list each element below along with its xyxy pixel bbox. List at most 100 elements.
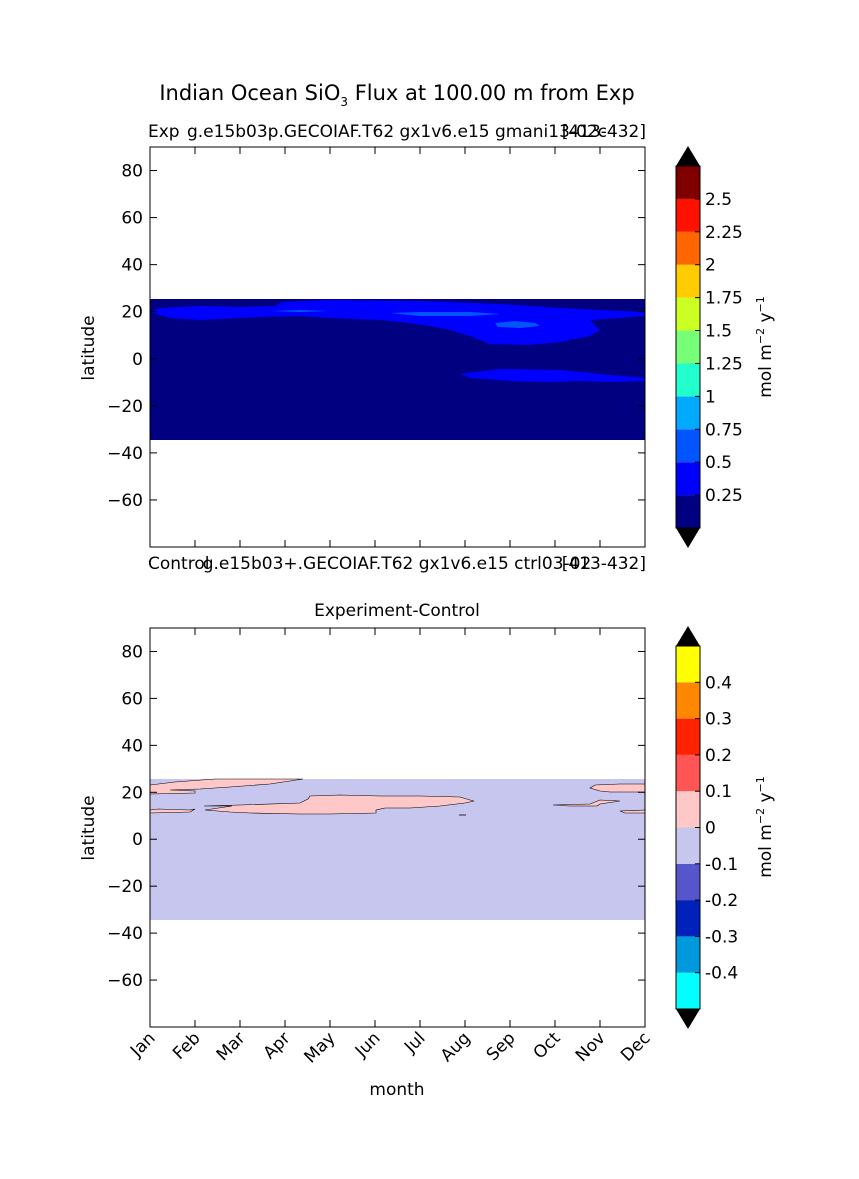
colorbar-swatch-8 xyxy=(676,682,700,719)
difference-panel: Experiment-Control Jan Feb Mar Apr May Jun Jul… xyxy=(79,601,655,1100)
y-tick-label: 80 xyxy=(121,642,143,662)
colorbar-label: 0.1 xyxy=(705,782,732,802)
x-tick-label: Dec xyxy=(617,1028,654,1065)
colorbar-swatch-5 xyxy=(676,330,700,364)
experiment-x-ticks xyxy=(149,147,646,547)
colorbar-label: 1.75 xyxy=(705,289,743,309)
y-tick-label: 20 xyxy=(121,303,143,323)
colorbar-extend-max xyxy=(676,626,700,646)
experiment-title-center: g.e15b03p.GECOIAF.T62 gx1v6.e15 gmani13-… xyxy=(187,122,607,142)
colorbar-label: 2.25 xyxy=(705,223,743,243)
experiment-y-axis: 80 60 40 20 0 −20 −40 −60 xyxy=(107,162,645,511)
control-title-left: Control xyxy=(148,554,209,574)
colorbar-label: 1.5 xyxy=(705,322,732,342)
colorbar-label: 0.3 xyxy=(705,710,732,730)
control-titles: Control g.e15b03+.GECOIAF.T62 gx1v6.e15 … xyxy=(148,554,646,574)
difference-contour-feb-aug xyxy=(150,794,475,815)
x-tick-label: Apr xyxy=(260,1028,295,1063)
figure-title: Indian Ocean SiO3 Flux at 100.00 m from … xyxy=(159,81,634,109)
control-title-right: [413-432] xyxy=(562,554,646,574)
experiment-plot-frame xyxy=(149,146,646,548)
experiment-y-axis-label: latitude xyxy=(79,315,99,380)
colorbar-label: 0.4 xyxy=(705,673,732,693)
experiment-contour-core-1 xyxy=(495,321,540,328)
colorbar-swatch-2 xyxy=(676,900,700,937)
colorbar-swatch-4 xyxy=(676,363,700,397)
y-tick-label: 40 xyxy=(121,736,143,756)
colorbar-swatch-2 xyxy=(676,429,700,463)
x-tick-label: Sep xyxy=(483,1028,520,1065)
x-tick-label: Jul xyxy=(400,1028,429,1057)
x-tick-label: May xyxy=(301,1028,340,1067)
colorbar-label: -0.1 xyxy=(705,855,738,875)
colorbar-swatch-3 xyxy=(676,396,700,430)
colorbar-label: 0.25 xyxy=(705,486,743,506)
colorbar-swatch-5 xyxy=(676,791,700,828)
experiment-colorbar-unit: mol m−2 y−1 xyxy=(754,296,776,398)
experiment-panel: Exp g.e15b03p.GECOIAF.T62 gx1v6.e15 gman… xyxy=(79,122,646,548)
x-tick-label: Jun xyxy=(351,1028,385,1062)
colorbar-frame xyxy=(675,165,701,529)
colorbar-swatch-6 xyxy=(676,754,700,792)
colorbar-label: 0.5 xyxy=(705,453,732,473)
colorbar-extend-min xyxy=(676,528,700,548)
experiment-contour-core-3 xyxy=(272,310,330,312)
y-tick-label: 0 xyxy=(132,830,143,850)
experiment-colorbar: 2.5 2.25 2 1.75 1.5 1.25 1 0.75 0.5 0.25 xyxy=(675,146,743,548)
colorbar-label: 2.5 xyxy=(705,190,732,210)
colorbar-label: 0.75 xyxy=(705,420,743,440)
difference-contour-oct-nov xyxy=(552,799,621,807)
experiment-contour-south-band xyxy=(460,369,645,382)
difference-colorbar: 0.4 0.3 0.2 0.1 0 -0.1 -0.2 -0.3 -0.4 xyxy=(675,626,738,1029)
y-tick-label: 60 xyxy=(121,209,143,229)
x-tick-label: Nov xyxy=(572,1028,610,1066)
y-tick-label: −20 xyxy=(107,877,143,897)
difference-plot-frame xyxy=(149,627,646,1028)
experiment-contour-core-2 xyxy=(390,312,500,316)
colorbar-swatch-10 xyxy=(676,166,700,199)
y-tick-label: 0 xyxy=(132,350,143,370)
colorbar-swatch-9 xyxy=(676,646,700,683)
colorbar-label: -0.2 xyxy=(705,891,738,911)
x-tick-label: Jan xyxy=(126,1028,159,1061)
colorbar-label: 2 xyxy=(705,256,716,276)
colorbar-extend-min xyxy=(676,1009,700,1029)
colorbar-label: -0.3 xyxy=(705,927,738,947)
difference-y-axis-label: latitude xyxy=(79,795,99,860)
x-tick-label: Mar xyxy=(213,1028,250,1065)
y-tick-label: 80 xyxy=(121,162,143,182)
colorbar-swatch-8 xyxy=(676,231,700,265)
difference-contour-northwest xyxy=(150,778,304,795)
y-tick-label: −60 xyxy=(107,971,143,991)
experiment-contour-north-band xyxy=(150,300,645,345)
experiment-title-left: Exp xyxy=(148,122,180,142)
colorbar-label: 0.2 xyxy=(705,746,732,766)
x-tick-label: Oct xyxy=(530,1028,565,1063)
colorbar-label: 1 xyxy=(705,387,716,407)
y-tick-label: −40 xyxy=(107,444,143,464)
colorbar-swatch-7 xyxy=(676,264,700,298)
experiment-title-right: [413-432] xyxy=(562,122,646,142)
y-tick-label: −20 xyxy=(107,397,143,417)
colorbar-extend-max xyxy=(676,146,700,166)
colorbar-swatch-4 xyxy=(676,827,700,864)
colorbar-swatch-9 xyxy=(676,198,700,232)
colorbar-swatch-1 xyxy=(676,936,700,973)
colorbar-label: 0 xyxy=(705,819,716,839)
colorbar-label: 1.25 xyxy=(705,354,743,374)
colorbar-swatch-6 xyxy=(676,297,700,331)
colorbar-swatch-7 xyxy=(676,718,700,755)
colorbar-swatch-0 xyxy=(676,495,700,528)
difference-y-axis: 80 60 40 20 0 −20 −40 −60 xyxy=(107,642,645,991)
colorbar-swatch-1 xyxy=(676,462,700,496)
difference-x-axis-label: month xyxy=(369,1080,424,1100)
x-tick-label: Aug xyxy=(437,1028,475,1066)
difference-title: Experiment-Control xyxy=(314,601,480,621)
difference-colorbar-unit: mol m−2 y−1 xyxy=(754,776,776,878)
control-title-center: g.e15b03+.GECOIAF.T62 gx1v6.e15 ctrl03-0… xyxy=(203,554,592,574)
y-tick-label: 40 xyxy=(121,256,143,276)
y-tick-label: −40 xyxy=(107,924,143,944)
colorbar-swatch-3 xyxy=(676,863,700,901)
y-tick-label: 20 xyxy=(121,783,143,803)
